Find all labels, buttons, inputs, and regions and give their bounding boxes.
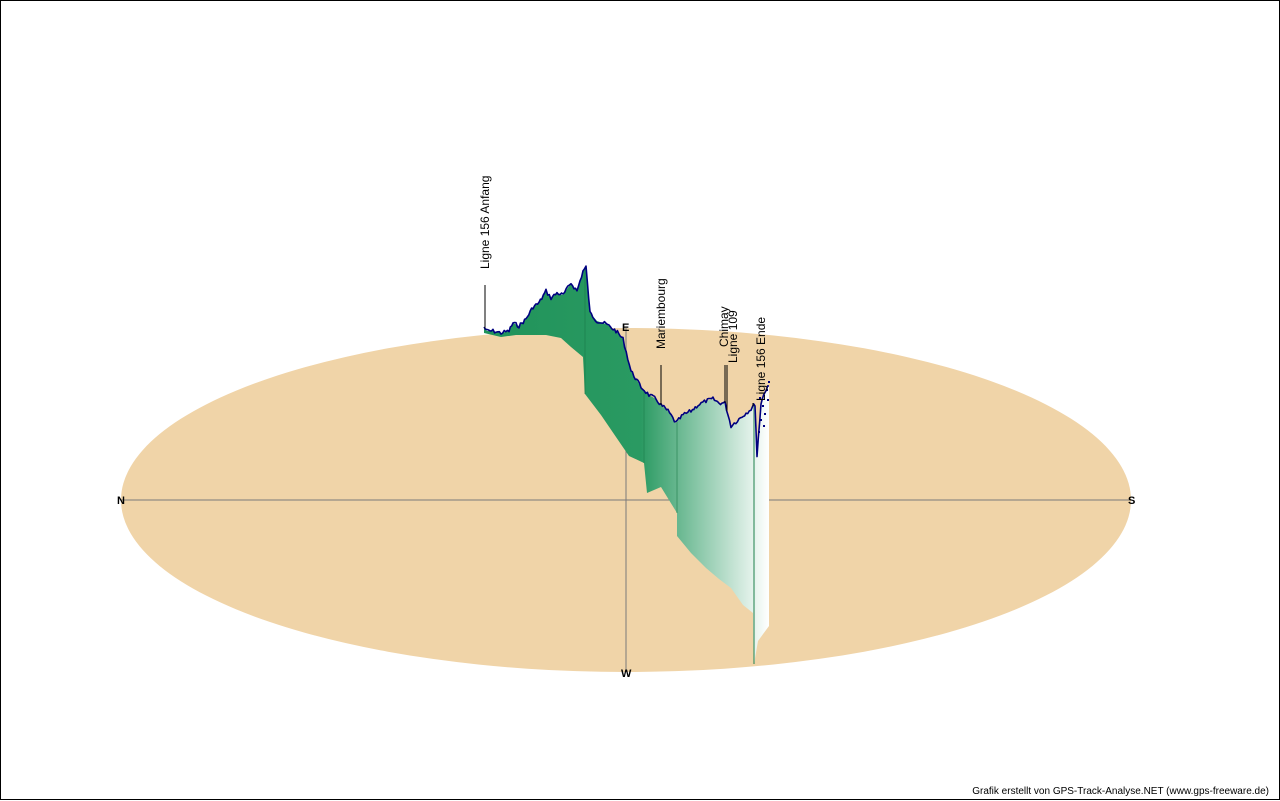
credit-text: Grafik erstellt von GPS-Track-Analyse.NE… — [972, 786, 1269, 797]
waypoint-label: Ligne 156 Ende — [754, 317, 768, 401]
track-dot — [758, 431, 760, 433]
track-dot — [763, 425, 765, 427]
waypoint-label: Chimay — [717, 306, 731, 347]
waypoint-label: Ligne 109 — [726, 310, 740, 363]
track-dot — [767, 399, 769, 401]
direction-east-label: E — [622, 322, 629, 334]
track-dot — [762, 405, 764, 407]
elevation-profile-line — [483, 265, 770, 458]
track-dot — [759, 397, 761, 399]
elevation-curtain-fill — [484, 267, 769, 664]
waypoint-label: Ligne 156 Anfang — [478, 176, 492, 269]
waypoint-label: Mariembourg — [654, 278, 668, 349]
direction-west-label: W — [621, 668, 632, 680]
elevation-curtain — [484, 267, 769, 664]
direction-south-label: S — [1128, 495, 1135, 507]
track-dot — [766, 389, 768, 391]
track-dot — [768, 381, 770, 383]
direction-north-label: N — [117, 495, 125, 507]
track-dot — [764, 413, 766, 415]
track-end-dots — [758, 381, 770, 433]
waypoint-markers: Ligne 156 Anfang Mariembourg Ligne 109Chim… — [478, 176, 768, 411]
track-dot — [760, 419, 762, 421]
